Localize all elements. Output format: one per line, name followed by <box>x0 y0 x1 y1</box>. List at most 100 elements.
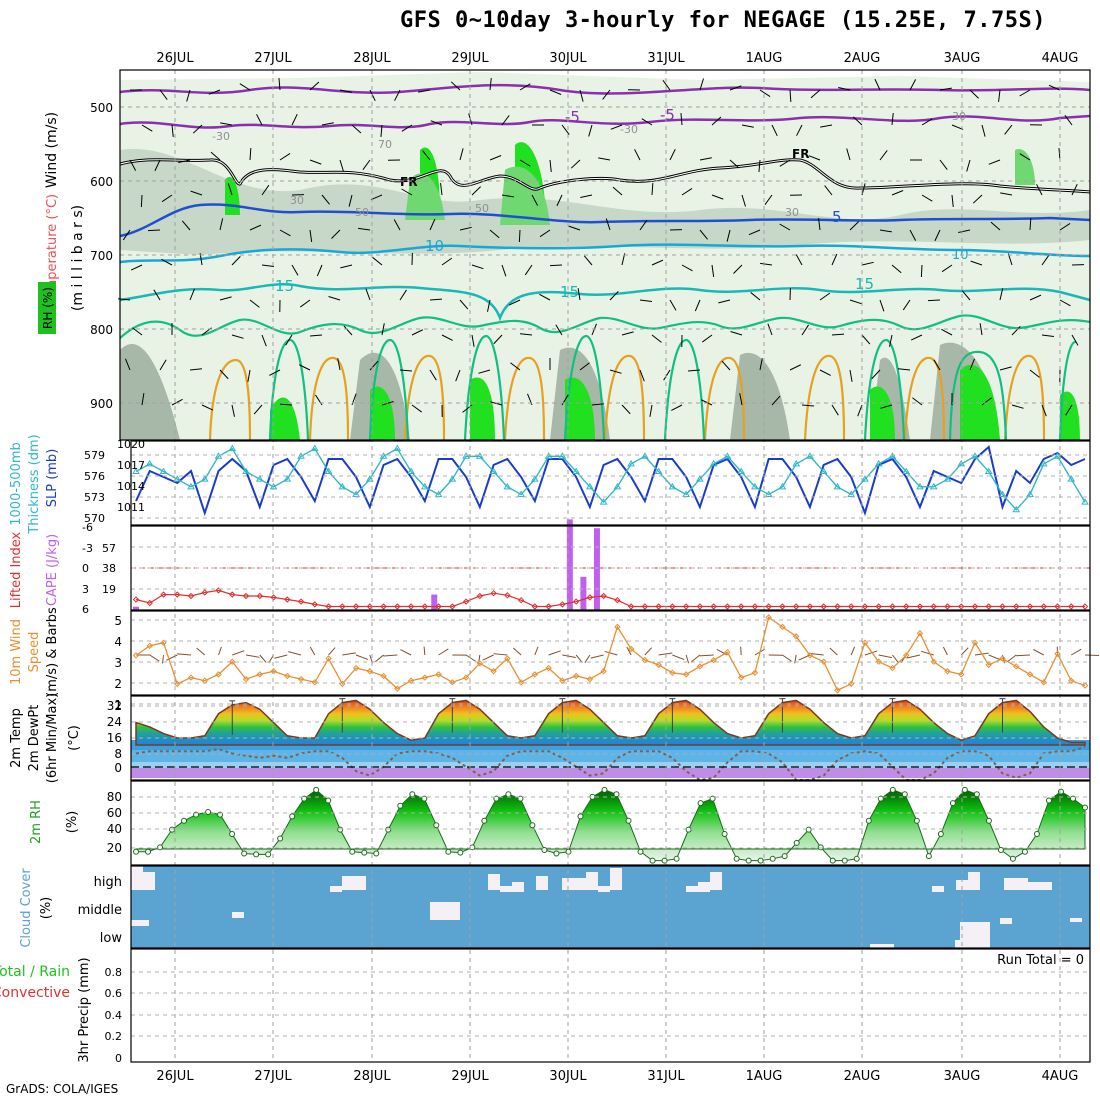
isotherm-green-loops <box>268 334 1077 441</box>
li-point <box>751 603 759 610</box>
cloud-block <box>430 902 460 920</box>
rh2m-point <box>205 808 212 815</box>
upper-wind-barb <box>662 79 671 91</box>
li-point <box>1013 603 1020 610</box>
rh-label-50a: 50 <box>355 206 369 219</box>
thickness-point <box>627 459 636 467</box>
temp2m-area <box>135 699 1086 746</box>
rh2m-point <box>685 826 692 833</box>
rh2m-point <box>1057 788 1064 795</box>
upper-wind-barb <box>610 124 623 130</box>
wind-tick-4: 4 <box>114 635 122 649</box>
wind10-barb <box>196 647 206 656</box>
wind10-point <box>1081 682 1089 689</box>
li-point <box>132 596 140 603</box>
upper-wind-barb <box>418 89 431 93</box>
upper-wind-barb <box>351 124 362 134</box>
rh2m-point <box>889 786 896 793</box>
upper-wind-barb <box>493 334 503 345</box>
upper-wind-barb <box>669 148 676 161</box>
date-top-1: 27JUL <box>254 51 292 66</box>
li-point <box>311 601 319 608</box>
upper-wind-barb <box>969 358 975 371</box>
thickness-point <box>819 467 828 475</box>
wind10-point <box>284 672 291 680</box>
thickness-point <box>297 452 305 459</box>
rh2m-point <box>457 849 464 856</box>
li-point <box>490 589 497 597</box>
thickness-point <box>641 452 649 459</box>
wind10-point <box>187 674 195 681</box>
upper-wind-barb <box>339 89 352 93</box>
li-point <box>682 603 690 610</box>
li-point <box>669 603 676 610</box>
wind10-barb <box>1033 648 1044 656</box>
upper-wind-barb <box>159 89 168 100</box>
upper-wind-barb <box>1029 369 1040 378</box>
cape-tick-19: 19 <box>102 583 116 596</box>
upper-wind-barb <box>450 81 461 91</box>
upper-wind-barb <box>411 404 423 413</box>
wind10-barb <box>232 650 245 656</box>
li-point <box>242 592 250 600</box>
rh-tick-60: 60 <box>107 806 122 820</box>
upper-wind-barb <box>147 229 161 232</box>
date-bottom-5: 31JUL <box>647 1069 685 1084</box>
rh2m-point <box>505 791 512 798</box>
upper-wind-barb <box>605 218 611 231</box>
rh2m-point <box>793 839 800 846</box>
rh2m-point <box>325 797 332 804</box>
upper-wind-barb <box>634 149 641 161</box>
wind10-barb <box>691 654 701 663</box>
upper-wind-barb <box>570 159 581 169</box>
rh-label-30d: 30 <box>785 206 799 219</box>
upper-wind-barb <box>921 194 933 202</box>
upper-wind-barb <box>579 362 590 371</box>
upper-wind-barb <box>459 148 464 161</box>
thickness-point <box>696 475 704 482</box>
wind10-barb <box>534 646 539 656</box>
li-point <box>614 596 621 604</box>
upper-wind-barb <box>711 264 715 277</box>
panel-axis-labels: Wind (m/s) Temperature (°C) RH (%) (m i … <box>0 112 92 1063</box>
slp-tick-1020: 1020 <box>117 438 145 451</box>
cloud-block <box>686 886 698 892</box>
panel-frame <box>130 948 1091 1063</box>
cloud-cover-blocks <box>131 866 1082 948</box>
upper-wind-barb <box>711 194 724 200</box>
upper-wind-barb <box>998 89 1001 102</box>
upper-wind-barb <box>898 368 911 371</box>
wind10-point <box>834 687 841 694</box>
wind10-barb <box>716 649 728 656</box>
li-point <box>902 603 910 610</box>
upper-wind-barb <box>889 334 893 347</box>
wind10-point <box>1068 677 1075 684</box>
upper-wind-barb <box>979 323 983 336</box>
wind10-barb <box>375 654 384 663</box>
upper-wind-barb <box>1071 334 1079 346</box>
upper-wind-barb <box>399 369 412 372</box>
li-point <box>256 592 263 600</box>
cape-tick-38: 38 <box>102 562 116 575</box>
wind10-barb <box>829 647 838 656</box>
wind10-barb <box>864 650 878 656</box>
cloud-block <box>512 882 524 892</box>
upper-wind-barb <box>981 397 992 406</box>
wind10-barb <box>512 647 522 656</box>
rh2m-point <box>397 802 404 809</box>
temp-tick-0: 0 <box>114 761 122 775</box>
upper-wind-barb <box>1019 153 1031 161</box>
wind-tick-2: 2 <box>114 677 122 691</box>
upper-wind-barb <box>309 229 313 242</box>
cape-bar <box>593 528 600 610</box>
upper-wind-barb <box>641 118 653 126</box>
cape-bar <box>580 576 587 610</box>
li-point <box>999 603 1006 610</box>
wind-tick-3: 3 <box>114 656 122 670</box>
upper-wind-barb <box>510 362 521 371</box>
upper-wind-barb <box>699 157 712 161</box>
upper-wind-barb <box>750 292 761 301</box>
li-point <box>655 603 662 610</box>
upper-wind-barb <box>459 299 469 310</box>
upper-wind-barb <box>219 296 232 301</box>
